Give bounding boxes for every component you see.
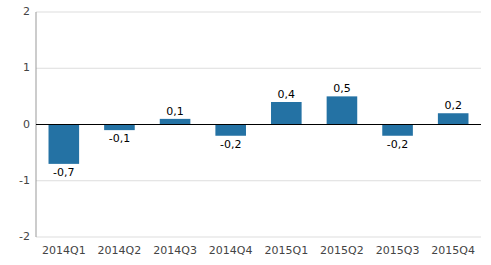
data-label: 0,5	[333, 82, 351, 95]
x-tick-label: 2014Q2	[98, 244, 142, 257]
data-label: -0,7	[53, 166, 74, 179]
x-tick-label: 2014Q3	[153, 244, 197, 257]
grid-line	[36, 180, 481, 181]
y-tick-labels: -2 -1 0 1 2	[19, 5, 30, 243]
x-tick-label: 2015Q4	[431, 244, 475, 257]
y-grid	[36, 12, 481, 237]
page: {"chart_data": {"type": "bar", "categori…	[0, 0, 491, 265]
x-tick-label: 2015Q1	[264, 244, 308, 257]
data-labels: -0,7 -0,1 0,1 -0,2 0,4 0,5 -0,2 0,2	[53, 82, 462, 179]
data-label: -0,2	[220, 138, 241, 151]
bar	[215, 125, 246, 136]
data-label: -0,1	[109, 132, 130, 145]
y-tick-label: 0	[23, 118, 30, 131]
bars	[49, 96, 469, 164]
bar	[271, 102, 302, 125]
bar	[160, 119, 191, 125]
bar	[327, 96, 358, 124]
zero-line	[36, 124, 481, 125]
x-tick-label: 2014Q4	[209, 244, 253, 257]
y-tick-label: 1	[23, 61, 30, 74]
grid-line	[36, 124, 481, 125]
chart-svg: -2 -1 0 1 2 -0,7 -0,1 0,1 -0,2 0,4 0,5 -0,2 0,2 2014Q…	[0, 0, 491, 265]
data-label: 0,2	[444, 99, 462, 112]
grid-line	[36, 12, 481, 13]
bar	[104, 125, 135, 131]
x-tick-label: 2015Q3	[376, 244, 420, 257]
bar	[382, 125, 413, 136]
grid-line	[36, 237, 481, 238]
x-tick-label: 2015Q2	[320, 244, 364, 257]
bar	[49, 125, 80, 164]
chart-container: -2 -1 0 1 2 -0,7 -0,1 0,1 -0,2 0,4 0,5 -0,2 0,2 2014Q…	[0, 0, 491, 265]
y-tick-label: -1	[19, 174, 30, 187]
data-label: -0,2	[387, 138, 408, 151]
x-tick-label: 2014Q1	[42, 244, 86, 257]
data-label: 0,4	[278, 88, 296, 101]
y-tick-label: -2	[19, 230, 30, 243]
bar	[438, 113, 469, 124]
y-tick-label: 2	[23, 5, 30, 18]
x-tick-labels: 2014Q1 2014Q2 2014Q3 2014Q4 2015Q1 2015Q2 2015…	[42, 244, 475, 257]
data-label: 0,1	[166, 105, 184, 118]
grid-line	[36, 68, 481, 69]
